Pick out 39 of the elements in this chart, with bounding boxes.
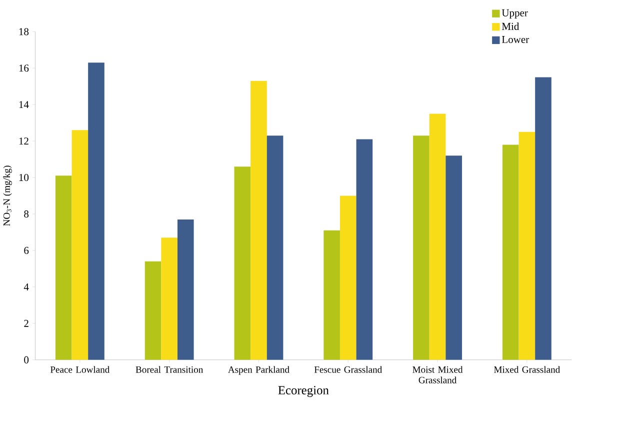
bar: [266, 135, 284, 360]
bar: [88, 62, 104, 360]
bar: [72, 130, 88, 360]
bar: [250, 80, 267, 360]
y-tick-label: 0: [24, 356, 29, 364]
x-tick-label: Aspen Parkland: [228, 366, 290, 375]
bar: [340, 196, 356, 360]
y-tick-label: 2: [24, 320, 28, 327]
y-tick-label: 18: [19, 28, 29, 35]
bar: [502, 144, 519, 360]
y-tick-label: 14: [19, 100, 29, 108]
bar: [55, 175, 72, 360]
y-tick-label: 4: [24, 283, 29, 290]
legend-label: Lower: [502, 36, 530, 43]
y-axis-title: NO$_{3}$-N (mg/kg): [3, 166, 12, 226]
bar: [518, 132, 536, 360]
bar: [429, 113, 446, 360]
y-tick-label: 16: [19, 64, 29, 72]
legend-label: Upper: [502, 9, 528, 18]
bar: [356, 139, 373, 360]
y-tick-label: 10: [19, 174, 29, 181]
x-tick-label: Peace Lowland: [50, 366, 110, 373]
y-tick-label: 8: [24, 210, 29, 218]
bar: [324, 230, 340, 360]
bar: [413, 135, 430, 360]
bar: [446, 155, 462, 360]
bar: [234, 166, 251, 360]
bar: [161, 237, 178, 360]
x-tick-label: Moist Mixed Grassland: [412, 366, 463, 384]
x-tick-label: Boreal Transition: [136, 366, 204, 373]
bar: [535, 77, 552, 360]
bar: [177, 219, 194, 360]
bar: [144, 261, 162, 360]
x-tick-label: Mixed Grassland: [494, 366, 560, 373]
x-axis-title: Ecoregion: [278, 386, 329, 397]
y-tick-label: 12: [19, 137, 28, 144]
x-tick-label: Fescue Grassland: [314, 366, 382, 373]
legend-label: Mid: [502, 22, 520, 30]
y-tick-label: 6: [24, 246, 29, 254]
